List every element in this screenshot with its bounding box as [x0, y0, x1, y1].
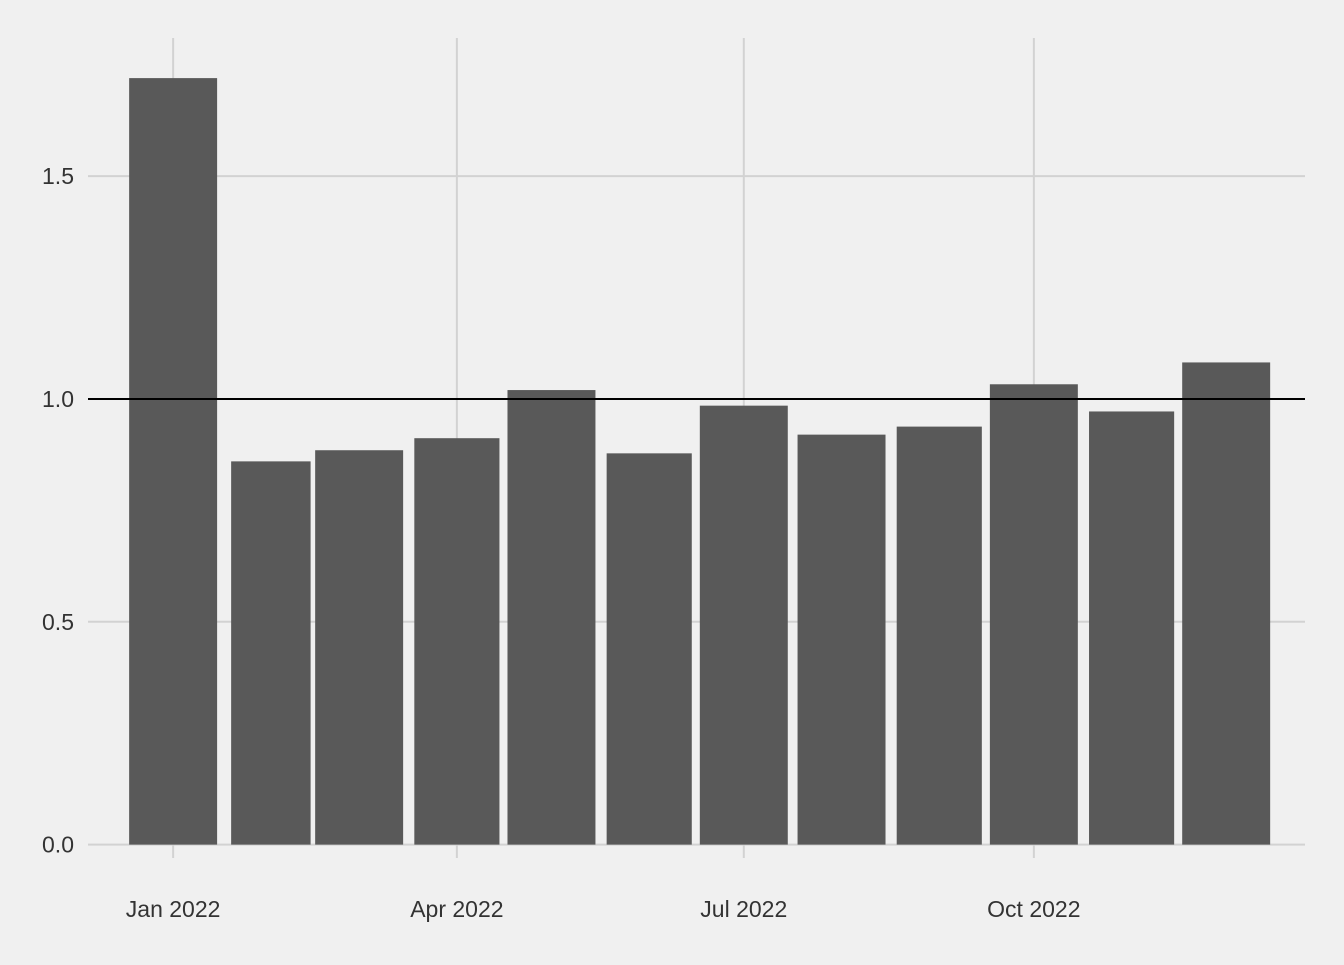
bar: [315, 450, 404, 845]
y-tick-label: 1.0: [42, 386, 74, 412]
y-tick-label: 1.5: [42, 163, 74, 189]
bar: [414, 438, 500, 845]
x-tick-label: Oct 2022: [987, 896, 1080, 922]
bar-layer: [129, 78, 1271, 845]
x-tick-label: Apr 2022: [410, 896, 503, 922]
y-axis-tick-labels: 0.0 0.5 1.0 1.5: [42, 163, 74, 857]
bar: [231, 461, 311, 845]
y-tick-label: 0.5: [42, 609, 74, 635]
x-tick-label: Jan 2022: [126, 896, 221, 922]
bar: [507, 390, 596, 845]
bar: [896, 426, 982, 845]
bar: [797, 434, 886, 845]
y-tick-label: 0.0: [42, 832, 74, 858]
x-axis-tick-labels: Jan 2022 Apr 2022 Jul 2022 Oct 2022: [126, 896, 1081, 922]
x-tick-label: Jul 2022: [700, 896, 787, 922]
bar: [699, 405, 788, 845]
bar: [1182, 362, 1271, 845]
bar: [129, 78, 218, 845]
bar: [1089, 411, 1175, 845]
bar: [606, 453, 692, 845]
bar: [989, 384, 1078, 845]
